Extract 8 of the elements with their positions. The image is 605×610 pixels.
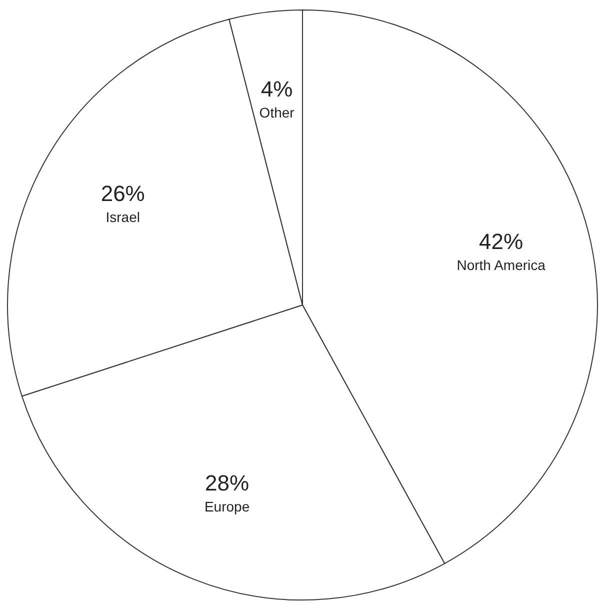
slice-label: North America xyxy=(456,257,546,274)
data-label: 4% xyxy=(260,76,293,102)
slice-label: Other xyxy=(259,104,295,121)
slice-label: Israel xyxy=(106,209,140,226)
slice-label: Europe xyxy=(204,498,250,515)
data-label: 28% xyxy=(205,470,250,496)
data-label: 26% xyxy=(100,181,145,206)
data-label: 42% xyxy=(479,229,524,254)
